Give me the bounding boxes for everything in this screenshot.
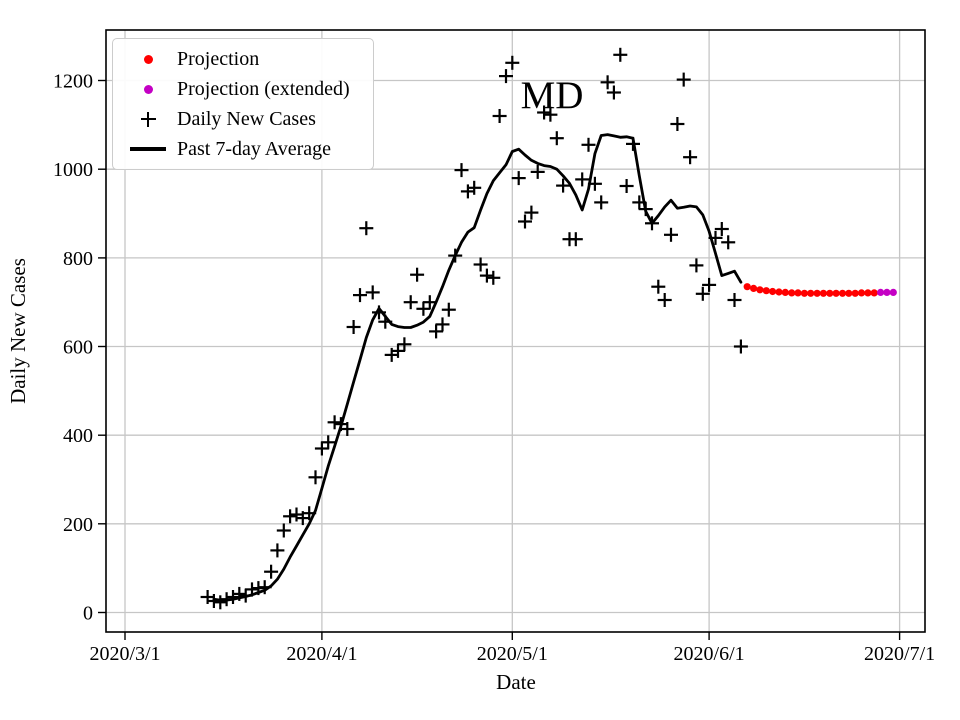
projection-dot-icon xyxy=(143,54,153,64)
svg-text:0: 0 xyxy=(83,603,93,625)
svg-text:2020/7/1: 2020/7/1 xyxy=(864,643,935,665)
plus-marker-icon xyxy=(140,111,156,127)
x-axis-ticks: 2020/3/1 2020/4/1 2020/5/1 2020/6/1 2020/7/1 xyxy=(89,632,935,665)
legend-row-projection: Projection xyxy=(119,44,363,74)
svg-text:400: 400 xyxy=(63,425,93,447)
chart-title: MD xyxy=(521,74,584,117)
legend-row-daily-cases: Daily New Cases xyxy=(119,104,363,134)
legend-row-projection-extended: Projection (extended) xyxy=(119,74,363,104)
svg-text:2020/3/1: 2020/3/1 xyxy=(89,643,160,665)
legend-marker-cell xyxy=(119,147,177,151)
x-axis-label: Date xyxy=(496,670,536,694)
legend-label-average: Past 7-day Average xyxy=(177,137,332,160)
legend-marker-cell xyxy=(119,84,177,94)
average-line-icon xyxy=(130,147,166,151)
svg-text:800: 800 xyxy=(63,248,93,270)
legend-marker-cell xyxy=(119,111,177,127)
legend-marker-cell xyxy=(119,54,177,64)
y-axis-label: Daily New Cases xyxy=(6,258,30,404)
legend-label-daily-cases: Daily New Cases xyxy=(177,107,316,130)
average-line xyxy=(212,133,743,602)
legend-label-projection-extended: Projection (extended) xyxy=(177,77,350,100)
projection-dots xyxy=(743,283,878,297)
svg-text:2020/4/1: 2020/4/1 xyxy=(286,643,357,665)
daily-cases-markers xyxy=(200,47,748,610)
legend-row-average: Past 7-day Average xyxy=(119,134,363,164)
svg-text:1000: 1000 xyxy=(53,159,93,181)
projection-extended-dots xyxy=(877,288,897,296)
legend-label-projection: Projection xyxy=(177,47,260,70)
projection-extended-dot-icon xyxy=(143,84,153,94)
svg-text:2020/6/1: 2020/6/1 xyxy=(674,643,745,665)
svg-text:1200: 1200 xyxy=(53,71,93,93)
legend: Projection Projection (extended) Daily N… xyxy=(112,38,374,170)
svg-text:200: 200 xyxy=(63,514,93,536)
svg-text:600: 600 xyxy=(63,337,93,359)
svg-text:2020/5/1: 2020/5/1 xyxy=(477,643,548,665)
y-axis-ticks: 0 200 400 600 800 1000 1200 xyxy=(53,71,106,625)
plot-border xyxy=(105,29,926,633)
